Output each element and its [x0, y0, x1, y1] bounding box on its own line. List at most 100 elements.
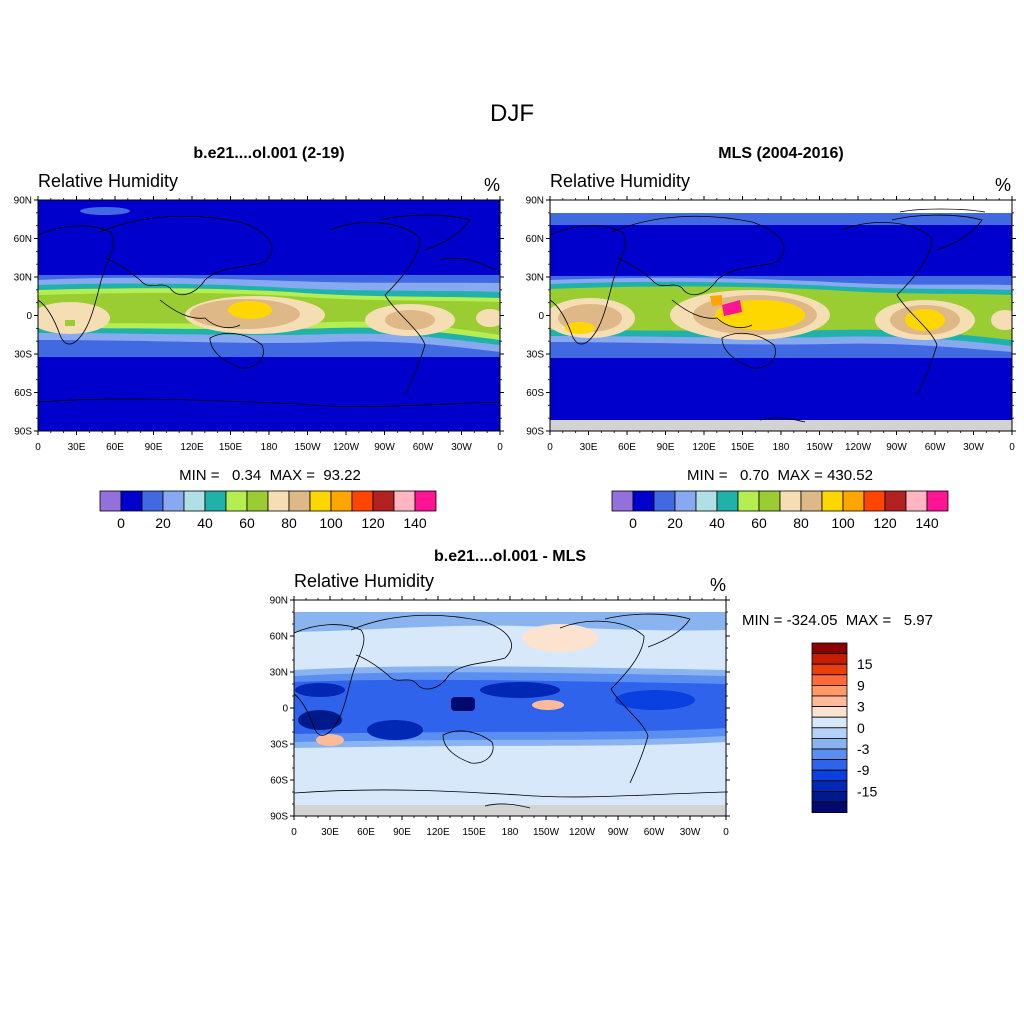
lon-tick-label: 0 — [291, 827, 297, 838]
colorbar-box — [330, 490, 353, 512]
field-arctic-pos — [522, 624, 598, 652]
colorbar-box — [288, 490, 311, 512]
colorbar-label: 40 — [709, 515, 725, 531]
colorbar-box — [183, 490, 206, 512]
colorbar-label: 80 — [281, 515, 297, 531]
colorbar-box — [351, 490, 374, 512]
lon-tick-label: 30W — [680, 827, 701, 838]
lon-tick-label: 60W — [413, 442, 434, 453]
lat-tick-label: 90N — [270, 596, 288, 607]
lat-tick-label: 0 — [538, 311, 544, 322]
colorbar-box — [716, 490, 739, 512]
lon-tick-label: 150W — [806, 442, 833, 453]
lat-tick-label: 60S — [14, 388, 32, 399]
colorbar-box — [309, 490, 332, 512]
field-wpac-100 — [228, 301, 272, 319]
colorbar-diff-box — [811, 748, 848, 761]
lat-tick-label: 0 — [282, 704, 288, 715]
panel-obs-stats: MIN = 0.70 MAX = 430.52 — [687, 467, 873, 484]
colorbar-box — [926, 490, 949, 512]
lat-tick-label: 60N — [14, 234, 32, 245]
field-samerica-100 — [905, 309, 945, 331]
lon-tick-label: 0 — [1009, 442, 1015, 453]
panel-model-map — [38, 200, 500, 431]
colorbar-label: 100 — [319, 515, 343, 531]
lon-tick-label: 90W — [886, 442, 907, 453]
lat-tick-label: 30S — [270, 740, 288, 751]
lat-tick-label: 60N — [270, 632, 288, 643]
field-wpac-min — [451, 697, 475, 711]
lon-tick-label: 150E — [731, 442, 755, 453]
lon-tick-label: 180 — [261, 442, 278, 453]
field-arctic-patch — [80, 207, 130, 215]
colorbar-box — [611, 490, 634, 512]
lon-tick-label: 60E — [357, 827, 375, 838]
colorbar-box — [800, 490, 823, 512]
colorbar-box — [674, 490, 697, 512]
lon-tick-label: 60W — [644, 827, 665, 838]
coastlines — [38, 214, 500, 407]
lat-tick-label: 30S — [526, 350, 544, 361]
colorbar-box — [99, 490, 122, 512]
lon-tick-label: 150E — [219, 442, 243, 453]
colorbar-diff-box — [811, 695, 848, 708]
field-africa-patch — [65, 320, 75, 326]
lat-tick-label: 30S — [14, 350, 32, 361]
coastlines — [550, 208, 986, 423]
lon-tick-label: 60E — [618, 442, 636, 453]
panel-obs-variable: Relative Humidity — [550, 171, 691, 191]
lat-tick-label: 60S — [526, 388, 544, 399]
colorbar-box — [905, 490, 928, 512]
lon-tick-label: 90E — [145, 442, 163, 453]
lon-tick-label: 90W — [608, 827, 629, 838]
panel-obs-map — [550, 200, 1012, 431]
colorbar-box — [267, 490, 290, 512]
colorbar-diff-box — [811, 780, 848, 792]
lon-tick-label: 60E — [106, 442, 124, 453]
field-wpac-140 — [722, 300, 742, 316]
field-africa-100 — [565, 322, 595, 334]
colorbar-box — [120, 490, 143, 512]
colorbar-box — [737, 490, 760, 512]
field-africa-80 — [38, 302, 110, 334]
colorbar-diff-label: 15 — [857, 656, 873, 672]
lat-tick-label: 60N — [526, 234, 544, 245]
colorbar-box — [162, 490, 185, 512]
colorbar-label: 60 — [239, 515, 255, 531]
lon-tick-label: 150W — [533, 827, 560, 838]
colorbar-diff-box — [811, 801, 848, 814]
colorbar-box — [842, 490, 865, 512]
colorbar-box — [632, 490, 655, 512]
colorbar-diff-box — [811, 791, 848, 803]
field-pacific-min — [480, 682, 560, 698]
colorbar-box — [141, 490, 164, 512]
lon-tick-label: 120W — [845, 442, 872, 453]
colorbar-box — [414, 490, 437, 512]
colorbar-label: 0 — [629, 515, 637, 531]
lon-tick-label: 0 — [497, 442, 503, 453]
lon-tick-label: 60W — [925, 442, 946, 453]
panel-diff-title: b.e21....ol.001 - MLS — [433, 548, 587, 565]
colorbar-label: 60 — [751, 515, 767, 531]
field-band-40-north — [550, 213, 1012, 225]
colorbar-box — [225, 490, 248, 512]
panel-obs-title: MLS (2004-2016) — [718, 145, 844, 162]
field-atlantic-80 — [476, 309, 500, 327]
colorbar-diff-box — [811, 769, 848, 782]
colorbar-diff-box — [811, 727, 848, 739]
field-africa-min — [298, 710, 342, 730]
field-africa-north-min — [295, 683, 345, 697]
lat-tick-label: 90S — [14, 427, 32, 438]
colorbar-diff-label: 0 — [857, 720, 865, 736]
field-samerica-85 — [385, 310, 435, 330]
figure-title: DJF — [490, 100, 534, 127]
colorbar-box — [695, 490, 718, 512]
panel-diff-variable: Relative Humidity — [294, 571, 435, 591]
lon-tick-label: 150E — [462, 827, 486, 838]
lat-tick-label: 30N — [14, 273, 32, 284]
colorbar-diff-box — [811, 685, 848, 697]
colorbars-group: 0 20 40 60 80 100 120 140 0 20 40 60 80 100 120 140 15 9 3… — [99, 490, 949, 814]
field-atlantic-80 — [991, 310, 1012, 330]
